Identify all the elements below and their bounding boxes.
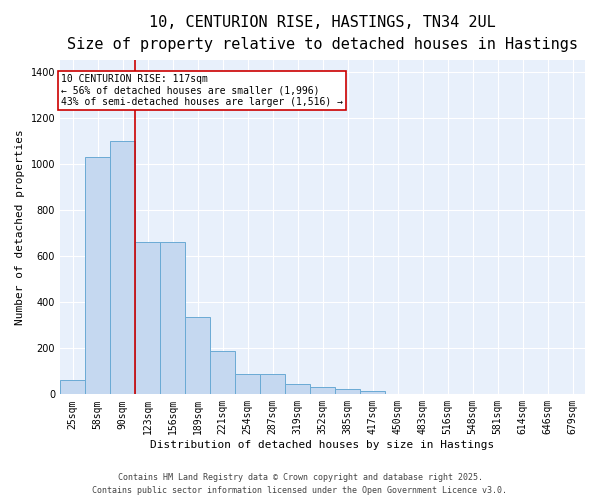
Y-axis label: Number of detached properties: Number of detached properties [15, 130, 25, 325]
Bar [360, 391, 385, 394]
Bar [260, 374, 285, 394]
Bar [160, 242, 185, 394]
Bar [135, 242, 160, 394]
Bar [335, 388, 360, 394]
Text: Contains HM Land Registry data © Crown copyright and database right 2025.
Contai: Contains HM Land Registry data © Crown c… [92, 474, 508, 495]
Bar [235, 374, 260, 394]
Text: 10 CENTURION RISE: 117sqm
← 56% of detached houses are smaller (1,996)
43% of se: 10 CENTURION RISE: 117sqm ← 56% of detac… [61, 74, 343, 108]
Bar [310, 388, 335, 394]
Bar [285, 384, 310, 394]
X-axis label: Distribution of detached houses by size in Hastings: Distribution of detached houses by size … [151, 440, 494, 450]
Title: 10, CENTURION RISE, HASTINGS, TN34 2UL
Size of property relative to detached hou: 10, CENTURION RISE, HASTINGS, TN34 2UL S… [67, 15, 578, 52]
Bar [110, 141, 135, 395]
Bar [85, 157, 110, 394]
Bar [185, 317, 210, 394]
Bar [60, 380, 85, 394]
Bar [210, 350, 235, 395]
